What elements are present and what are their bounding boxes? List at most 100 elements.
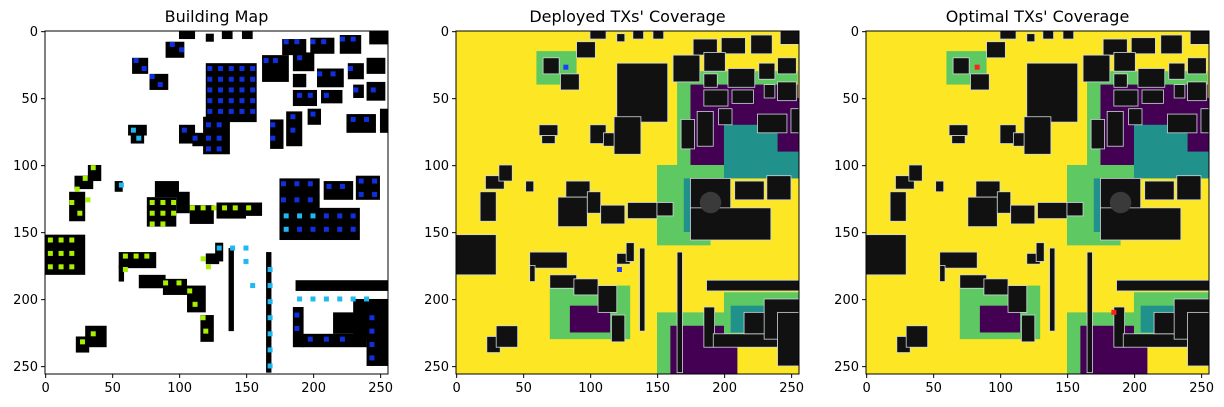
panel-1: Building Map 0 0 50 50 100 100 150 150 200 200 250 2… [13,7,393,396]
building-24 [1128,108,1143,126]
receiver-marker-34 [321,39,327,45]
receiver-marker-79 [337,213,343,219]
building-51 [597,285,618,313]
tower-marker [699,191,722,214]
receiver-marker-64 [294,181,300,187]
receiver-marker-60 [216,135,222,141]
receiver-marker-58 [216,122,222,128]
building-64 [777,311,800,367]
y-tick-label: 50 [842,92,859,107]
receiver-marker-72 [307,197,313,203]
receiver-marker-129 [149,221,155,227]
receiver-marker-67 [339,183,345,189]
y-tick-label: 250 [13,360,38,375]
building-58 [302,333,367,348]
receiver-marker-112 [267,347,273,353]
receiver-marker-90 [297,296,303,302]
building-51 [1007,285,1028,313]
receiver-marker-65 [307,181,313,187]
building-35 [525,180,535,193]
receiver-marker-41 [330,71,336,77]
building-15 [316,68,344,88]
building-47 [529,251,568,269]
receiver-marker-62 [216,146,222,152]
receiver-marker-2 [149,74,155,80]
building-11 [1026,62,1079,123]
receiver-marker-117 [90,165,96,171]
receiver-marker-134 [222,205,228,211]
receiver-marker-130 [160,221,166,227]
building-8 [720,37,746,55]
receiver-marker-135 [232,205,238,211]
building-30 [948,124,969,136]
building-63 [495,325,519,348]
receiver-marker-115 [230,245,236,251]
receiver-marker-155 [203,328,209,334]
receiver-marker-78 [323,213,329,219]
receiver-marker-106 [243,258,249,264]
receiver-marker-87 [130,127,136,133]
receiver-marker-61 [205,146,211,152]
receiver-marker-154 [200,315,206,321]
receiver-marker-143 [47,264,53,270]
building-39 [1010,204,1036,225]
building-21 [777,81,797,102]
receiver-marker-81 [283,226,289,232]
y-tick-label: 200 [834,293,859,308]
building-21 [1187,81,1207,102]
receiver-marker-145 [69,264,75,270]
building-10 [1189,30,1210,45]
building-64 [366,312,388,366]
x-tick-label: 50 [925,381,942,396]
receiver-marker-75 [283,213,289,219]
receiver-marker-15 [250,76,256,82]
receiver-marker-126 [149,210,155,216]
receiver-marker-36 [350,36,356,42]
receiver-marker-28 [228,108,234,114]
panel-3: Optimal TXs' Coverage 0 0 50 50 100 100 150 150 2… [834,7,1214,396]
receiver-marker-20 [250,87,256,93]
receiver-marker-26 [207,108,213,114]
receiver-marker-21 [207,98,213,104]
building-5 [632,30,644,40]
building-25 [1167,113,1198,134]
building-3 [999,30,1017,40]
building-8 [310,37,335,54]
receiver-marker-98 [307,336,313,342]
building-44 [1176,175,1202,201]
building-17 [366,57,386,74]
x-tick-label: 150 [645,381,670,396]
x-tick-label: 0 [453,381,461,396]
building-0 [542,57,560,75]
receiver-marker-100 [339,336,345,342]
building-37 [557,196,588,228]
panel-2: Deployed TXs' Coverage 0 0 50 50 100 100 150 150… [424,7,804,396]
building-16 [347,63,364,80]
building-5 [1042,30,1054,40]
building-49 [959,274,987,289]
building-49 [549,274,577,289]
building-16 [1168,62,1186,80]
receiver-marker-69 [372,178,378,184]
panel-3-frame [865,30,1210,375]
panel-2-title: Deployed TXs' Coverage [529,7,725,26]
y-tick-label: 0 [441,25,449,40]
receiver-marker-53 [350,116,356,122]
receiver-marker-82 [297,226,303,232]
building-52 [200,315,214,342]
receiver-marker-122 [85,197,91,203]
y-tick-label: 150 [424,226,449,241]
receiver-marker-152 [187,288,193,294]
panel-1-frame [44,30,389,375]
building-4 [616,33,626,43]
panel-3-title: Optimal TXs' Coverage [946,7,1130,26]
receiver-marker-103 [369,342,375,348]
receiver-marker-55 [181,127,187,133]
y-tick-label: 0 [851,25,859,40]
building-3 [589,30,607,40]
receiver-marker-13 [228,76,234,82]
building-43 [734,180,765,201]
receiver-marker-140 [47,250,53,256]
building-50 [983,278,1009,296]
building-13 [292,52,315,72]
